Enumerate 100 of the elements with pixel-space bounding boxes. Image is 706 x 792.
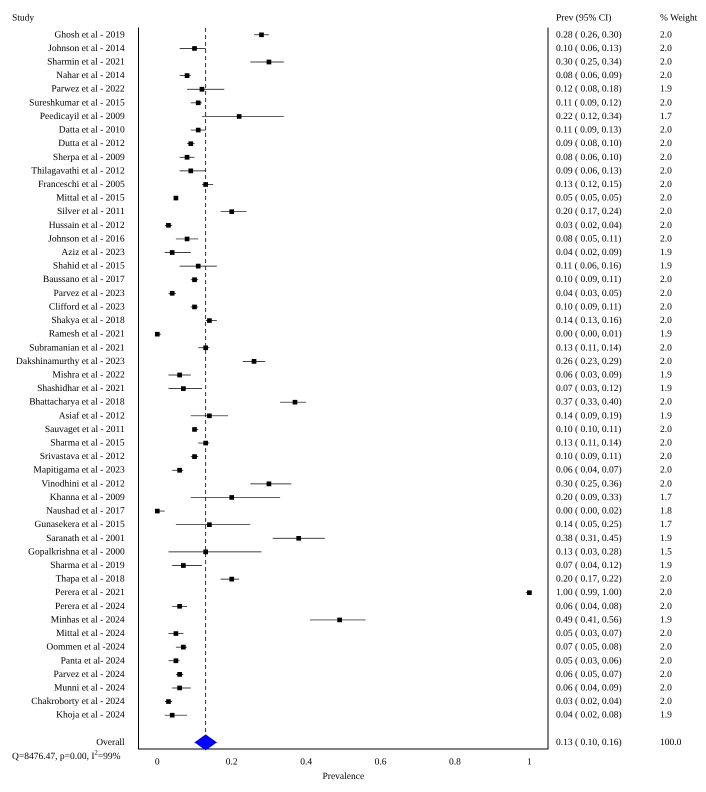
text: 2.0 [660, 126, 672, 136]
text: 1.9 [660, 330, 672, 340]
y-tick-label: Chakroborty et al - 2024 [31, 697, 125, 708]
text: 1.7 [660, 520, 672, 530]
point [203, 550, 208, 554]
text: 2.0 [660, 466, 672, 476]
text: 2.0 [660, 316, 672, 326]
data-label: 0.06 ( 0.03, 0.09) [556, 370, 622, 380]
point [177, 604, 182, 609]
point [203, 345, 208, 350]
point [154, 508, 160, 514]
text: 2.0 [660, 683, 672, 694]
data-label: 0.07 ( 0.04, 0.12) [556, 561, 622, 571]
x-tick-label: 0.4 [300, 757, 312, 768]
text: 2.0 [660, 71, 672, 82]
text: Prev (95% CI) [556, 14, 612, 24]
x-tick-label: 0.6 [374, 757, 387, 768]
x-tick-label: 0 [154, 757, 160, 768]
data-label: 0.13 ( 0.12, 0.15) [556, 180, 622, 190]
y-tick-label: Overall [96, 738, 126, 748]
data-label: 0.49 ( 0.41, 0.56) [556, 615, 622, 626]
data-label: 0.06 ( 0.04, 0.07) [556, 466, 622, 476]
data-label: 0.08 ( 0.06, 0.09) [556, 71, 622, 82]
text: 2.0 [660, 438, 672, 449]
point [177, 372, 182, 378]
y-tick-label: Johnson et al - 2016 [48, 234, 125, 244]
y-tick-label: Saranath et al - 2001 [46, 534, 125, 544]
text: 2.0 [660, 588, 672, 598]
text: 2.0 [660, 642, 672, 653]
y-tick-label: Parvez et al - 2024 [53, 670, 125, 680]
data-label: 0.20 ( 0.09, 0.33) [556, 492, 622, 503]
point [181, 386, 186, 391]
text: 2.0 [660, 30, 672, 40]
y-tick-label: Sauvaget et al - 2011 [44, 424, 125, 435]
y-tick-label: Sherpa et al - 2009 [52, 152, 125, 163]
y-tick-label: Sureshkumar et al - 2015 [29, 98, 125, 108]
point [229, 209, 234, 214]
text: 1.5 [660, 547, 672, 558]
text: 2.0 [660, 166, 672, 176]
text: 2.0 [660, 275, 672, 286]
text: 2.0 [660, 207, 672, 218]
text: 0.13 ( 0.10, 0.16) [556, 738, 622, 748]
data-label: 0.14 ( 0.05, 0.25) [556, 520, 622, 530]
point [207, 522, 212, 528]
y-tick-label: Ramesh et al - 2021 [48, 330, 125, 340]
data-label: 0.10 ( 0.09, 0.11) [556, 452, 622, 462]
data-label: 0.11 ( 0.09, 0.13) [556, 126, 622, 136]
point [184, 236, 190, 242]
text: 2.0 [660, 234, 672, 244]
y-tick-label: Johnson et al - 2014 [48, 44, 125, 54]
y-tick-label: Asiaf et al - 2012 [58, 411, 125, 422]
text: 1.9 [660, 248, 672, 258]
y-tick-label: Naushad et al - 2017 [46, 506, 125, 517]
text: 1.9 [660, 615, 672, 626]
y-tick-label: Nahar et al - 2014 [56, 71, 125, 82]
point [196, 100, 201, 106]
text: 2.0 [660, 139, 672, 150]
y-tick-label: Srivastava et al - 2012 [40, 452, 125, 462]
y-axis-title: Study [12, 14, 34, 24]
y-tick-label: Mapitigama et al - 2023 [33, 466, 125, 476]
data-label: 0.11 ( 0.09, 0.12) [556, 98, 622, 108]
y-tick-label: Shashidhar et al - 2021 [37, 384, 125, 394]
data-label: 0.08 ( 0.06, 0.10) [556, 152, 622, 163]
y-tick-label: Baussano et al - 2017 [42, 275, 125, 286]
text: 2.0 [660, 629, 672, 640]
text: % Weight [660, 14, 698, 24]
x-tick-label: 0.8 [449, 757, 462, 768]
point [296, 536, 302, 541]
x-tick-label: 1 [527, 757, 532, 768]
point [229, 576, 234, 582]
point [177, 686, 182, 690]
data-label: 0.10 ( 0.09, 0.11) [556, 275, 622, 286]
text: 2.0 [660, 194, 672, 204]
point [236, 114, 242, 119]
text: 2.0 [660, 152, 672, 163]
text: 2.0 [660, 670, 672, 680]
data-label: 0.07 ( 0.03, 0.12) [556, 384, 622, 394]
data-label: 0.03 ( 0.02, 0.04) [556, 697, 622, 708]
data-label: 0.10 ( 0.06, 0.13) [556, 44, 622, 54]
x-axis-title: Prevalence [322, 772, 364, 782]
y-tick-label: Gunasekera et al - 2015 [34, 520, 125, 530]
y-tick-label: Subramanian et al - 2021 [29, 343, 125, 354]
data-label: 0.20 ( 0.17, 0.22) [556, 574, 622, 585]
y-tick-label: Panta et al- 2024 [60, 656, 125, 666]
point [229, 495, 234, 500]
data-label: 0.20 ( 0.17, 0.24) [556, 207, 622, 218]
point [266, 60, 272, 64]
y-tick-label: Clifford et al - 2023 [48, 302, 125, 312]
data-label: 0.07 ( 0.05, 0.08) [556, 642, 622, 653]
data-label: 0.26 ( 0.23, 0.29) [556, 356, 622, 367]
data-label: 0.13 ( 0.11, 0.14) [556, 438, 622, 449]
y-tick-label: Khoja et al - 2024 [56, 710, 125, 721]
text: 2.0 [660, 44, 672, 54]
point [170, 712, 175, 718]
point [252, 359, 256, 364]
y-tick-label: Datta et al - 2010 [58, 126, 125, 136]
text: 2.0 [660, 452, 672, 462]
y-tick-label: Vinodhini et al - 2012 [41, 479, 125, 490]
text: 2.0 [660, 302, 672, 312]
point [266, 482, 272, 486]
